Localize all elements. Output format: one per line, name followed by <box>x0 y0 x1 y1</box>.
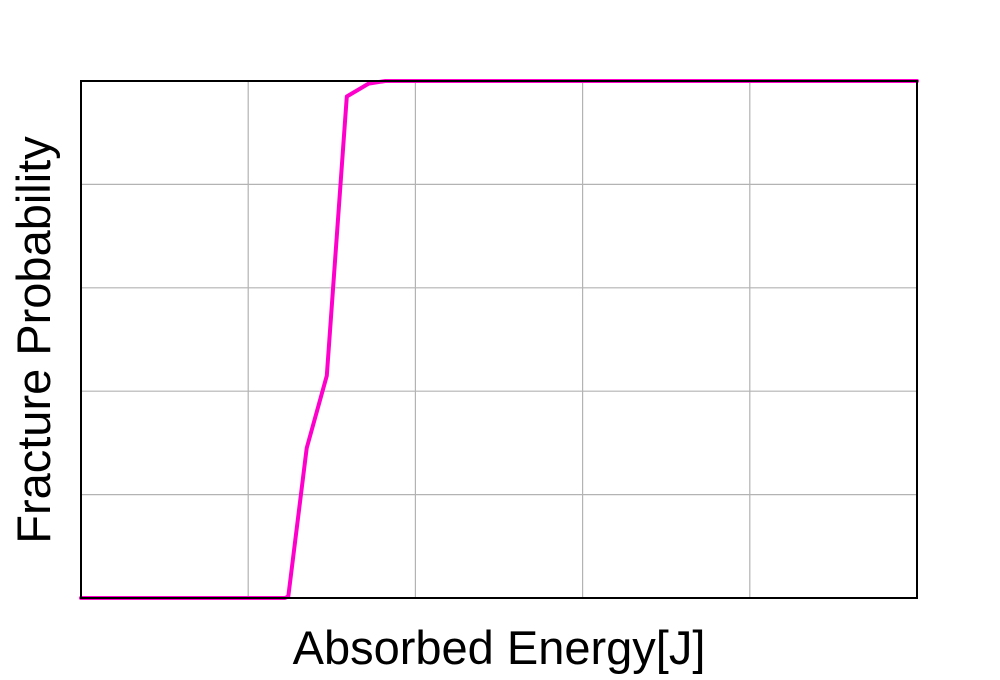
y-axis-label: Fracture Probability <box>7 136 60 544</box>
plot-frame <box>80 80 918 599</box>
series-layer <box>79 79 919 600</box>
grid <box>81 81 917 598</box>
series-line <box>79 79 919 600</box>
x-axis-label: Absorbed Energy[J] <box>293 621 706 674</box>
